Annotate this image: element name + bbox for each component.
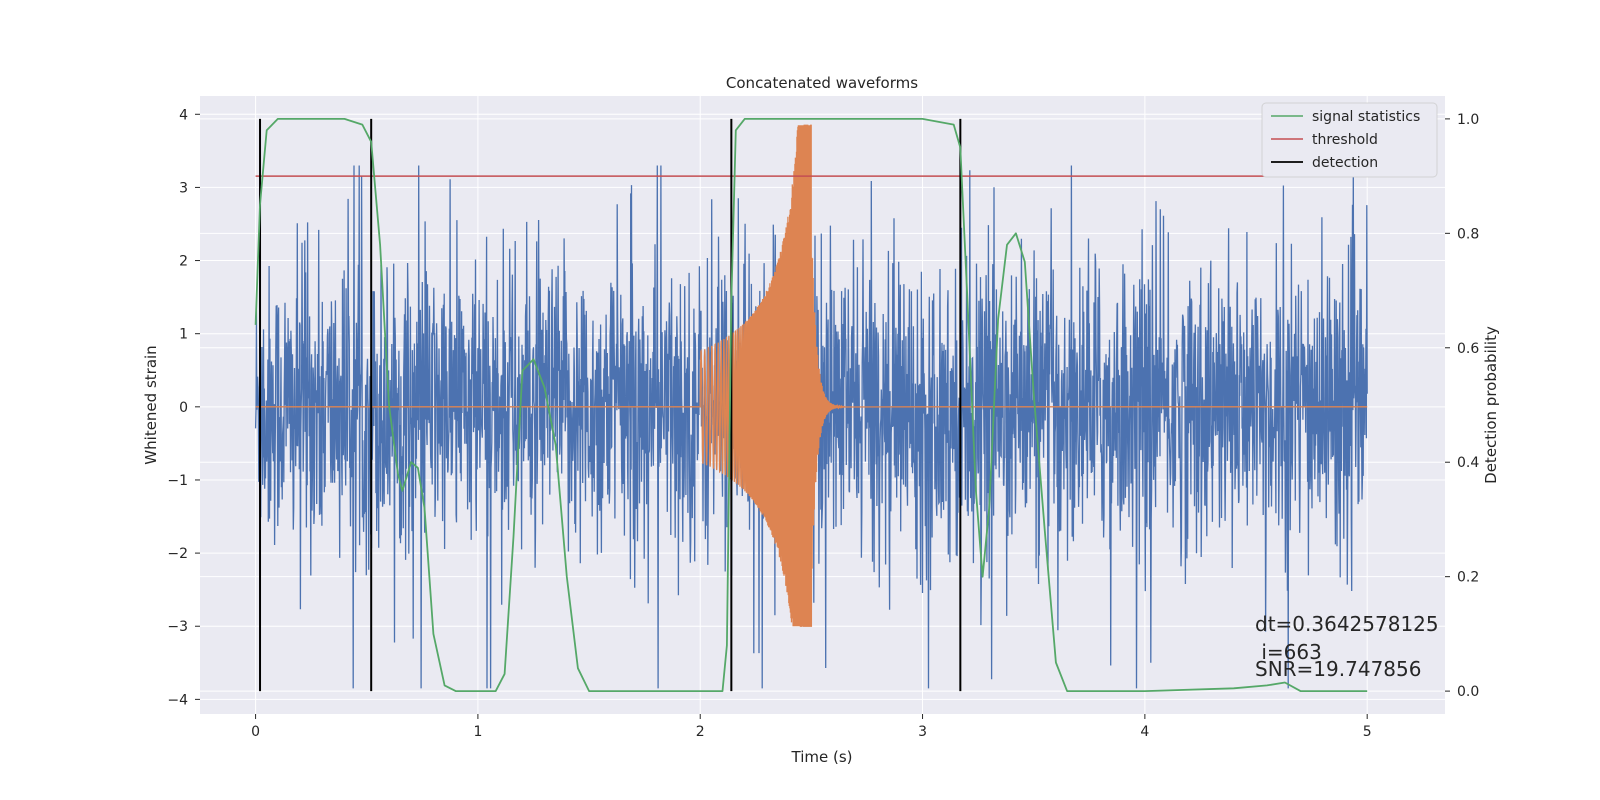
- y-tick-label: 2: [179, 254, 188, 270]
- injected-signal-trace: [255, 124, 1368, 627]
- y-tick-label: −1: [167, 473, 188, 489]
- y-tick-label: 4: [179, 107, 188, 123]
- x-axis-label: Time (s): [791, 748, 853, 766]
- y-tick-label: 1: [179, 327, 188, 343]
- x-tick-label: 1: [473, 724, 482, 740]
- y2-tick-label: 0.2: [1457, 570, 1479, 586]
- y-tick-label: −2: [167, 546, 188, 562]
- legend-label-threshold: threshold: [1312, 132, 1378, 148]
- legend: signal statistics threshold detection: [1261, 102, 1438, 178]
- y2-axis-label: Detection probability: [1482, 326, 1500, 484]
- y-tick-label: 3: [179, 180, 188, 196]
- chart-title: Concatenated waveforms: [726, 74, 918, 92]
- annotations: dt=0.3642578125 i=663 SNR=19.747856: [1255, 612, 1439, 681]
- y-tick-label: 0: [179, 400, 188, 416]
- annotation-i: i=663: [1255, 640, 1322, 664]
- y-axis-label: Whitened strain: [142, 345, 160, 464]
- series-layer: [254, 118, 1390, 692]
- y-tick-label: −4: [167, 692, 188, 708]
- y2-tick-label: 0.6: [1457, 341, 1479, 357]
- y2-tick-label: 0.0: [1457, 684, 1479, 700]
- x-tick-label: 0: [251, 724, 260, 740]
- signal-layer: [255, 124, 1368, 627]
- y-tick-label: −3: [167, 619, 188, 635]
- y2-tick-label: 0.8: [1457, 226, 1479, 242]
- legend-label-signal-statistics: signal statistics: [1312, 109, 1420, 125]
- y2-tick-label: 1.0: [1457, 112, 1479, 128]
- legend-frame: [1261, 102, 1438, 178]
- ticks-layer: 0 1 2 3 4 5 −4 −3 −2 −1 0 1 2 3 4 0.0 0.2 0.4 0.6 0.8 1.0: [167, 107, 1479, 740]
- annotation-snr: SNR=19.747856: [1255, 657, 1421, 681]
- x-tick-label: 4: [1140, 724, 1149, 740]
- signal-statistics-line: [254, 118, 1368, 692]
- x-tick-label: 2: [696, 724, 705, 740]
- x-tick-label: 5: [1363, 724, 1372, 740]
- annotation-dt: dt=0.3642578125: [1255, 612, 1439, 636]
- legend-label-detection: detection: [1312, 155, 1378, 171]
- y2-tick-label: 0.4: [1457, 455, 1479, 471]
- x-tick-label: 3: [918, 724, 927, 740]
